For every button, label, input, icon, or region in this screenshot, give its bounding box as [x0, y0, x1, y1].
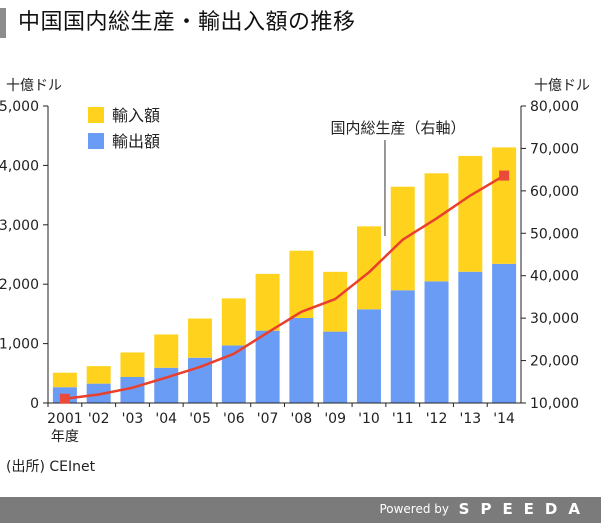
left-tick-label-1: 1,000: [0, 337, 39, 353]
title-accent-bar: [0, 8, 6, 38]
x-tick-label-9: '10: [358, 411, 380, 427]
x-tick-label-2: '03: [122, 411, 144, 427]
left-axis-unit: 十億ドル: [6, 78, 62, 94]
source-note: (出所) CEInet: [6, 459, 96, 475]
right-tick-label-1: 20,000: [530, 354, 579, 370]
x-axis-extra-label: 年度: [51, 429, 79, 445]
right-tick-label-3: 40,000: [530, 269, 579, 285]
powered-by-label: Powered by: [379, 502, 449, 516]
left-tick-label-4: 4,000: [0, 158, 39, 174]
x-tick-label-4: '05: [189, 411, 211, 427]
right-tick-label-6: 70,000: [530, 141, 579, 157]
x-tick-label-3: '04: [155, 411, 177, 427]
x-tick-label-11: '12: [426, 411, 448, 427]
bar-imports-7: [289, 250, 314, 318]
bar-exports-9: [356, 309, 381, 403]
left-tick-label-2: 2,000: [0, 277, 39, 293]
bar-exports-12: [458, 271, 483, 403]
bar-imports-5: [221, 298, 246, 346]
x-tick-label-0: 2001: [47, 411, 83, 427]
x-tick-label-5: '06: [223, 411, 245, 427]
x-tick-label-13: '14: [493, 411, 515, 427]
right-tick-label-4: 50,000: [530, 226, 579, 242]
bar-imports-3: [154, 334, 179, 368]
left-tick-label-0: 0: [30, 396, 39, 412]
bar-imports-13: [492, 147, 517, 264]
bar-imports-12: [458, 155, 483, 272]
x-tick-label-10: '11: [392, 411, 414, 427]
left-tick-label-5: 5,000: [0, 99, 39, 115]
bar-exports-6: [255, 330, 280, 403]
bar-exports-11: [424, 281, 449, 403]
gdp-line: [64, 174, 505, 400]
right-tick-label-7: 80,000: [530, 99, 579, 115]
chart-title: 中国国内総生産・輸出入額の推移: [18, 10, 356, 35]
right-tick-label-5: 60,000: [530, 184, 579, 200]
bar-imports-11: [424, 173, 449, 282]
gdp-marker-0: [59, 393, 70, 404]
right-tick-label-2: 30,000: [530, 311, 579, 327]
footer-bar: Powered by SPEEDA: [0, 497, 601, 523]
x-tick-label-7: '08: [291, 411, 313, 427]
legend-swatch-exports: [88, 133, 104, 149]
gdp-annotation-label: 国内総生産（右軸）: [330, 119, 465, 137]
legend-label-exports: 輸出額: [112, 132, 160, 151]
bar-imports-4: [188, 318, 213, 358]
bar-exports-7: [289, 317, 314, 403]
x-tick-label-6: '07: [257, 411, 279, 427]
chart-area: 0 1,000 2,000 3,000 4,000 5,000 10,000 20,000 30…: [0, 78, 590, 445]
left-tick-label-3: 3,000: [0, 218, 39, 234]
gdp-marker-13: [499, 170, 510, 181]
bar-imports-9: [356, 226, 381, 310]
x-tick-label-8: '09: [324, 411, 346, 427]
bar-imports-6: [255, 273, 280, 331]
legend-label-imports: 輸入額: [112, 106, 160, 125]
bar-imports-1: [86, 366, 111, 384]
bar-exports-8: [323, 331, 348, 403]
bar-exports-10: [390, 290, 415, 403]
bar-imports-2: [120, 352, 145, 377]
x-tick-label-1: '02: [88, 411, 110, 427]
bar-exports-13: [492, 263, 517, 403]
x-tick-label-12: '13: [459, 411, 481, 427]
bar-exports-3: [154, 367, 179, 403]
legend-swatch-imports: [88, 107, 104, 123]
right-tick-label-0: 10,000: [530, 396, 579, 412]
bar-imports-0: [52, 372, 77, 388]
brand-logo: SPEEDA: [458, 500, 591, 518]
bar-exports-4: [188, 357, 213, 403]
right-axis-unit: 十億ドル: [534, 78, 590, 94]
